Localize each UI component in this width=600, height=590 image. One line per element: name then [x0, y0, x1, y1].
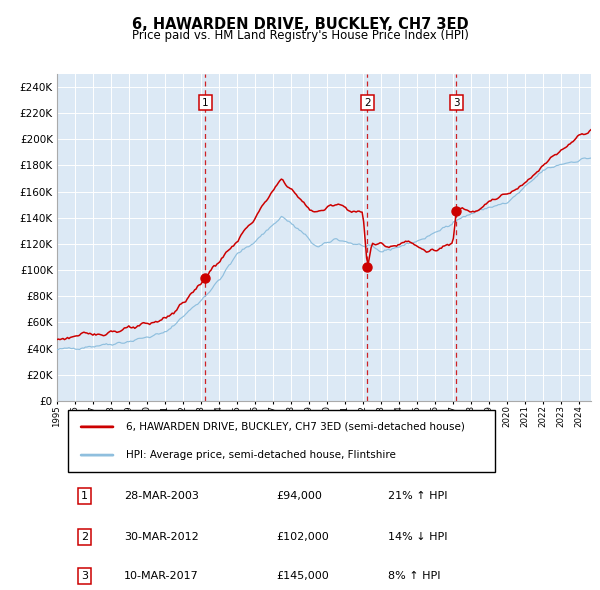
Text: 30-MAR-2012: 30-MAR-2012: [124, 532, 199, 542]
Text: £145,000: £145,000: [276, 571, 329, 581]
Text: £102,000: £102,000: [276, 532, 329, 542]
Text: HPI: Average price, semi-detached house, Flintshire: HPI: Average price, semi-detached house,…: [127, 450, 396, 460]
Text: 2: 2: [364, 97, 371, 107]
Text: 28-MAR-2003: 28-MAR-2003: [124, 491, 199, 501]
Text: 6, HAWARDEN DRIVE, BUCKLEY, CH7 3ED: 6, HAWARDEN DRIVE, BUCKLEY, CH7 3ED: [131, 17, 469, 31]
Text: 6, HAWARDEN DRIVE, BUCKLEY, CH7 3ED (semi-detached house): 6, HAWARDEN DRIVE, BUCKLEY, CH7 3ED (sem…: [127, 422, 465, 432]
Bar: [68, 410, 495, 471]
Text: 3: 3: [453, 97, 460, 107]
Text: 10-MAR-2017: 10-MAR-2017: [124, 571, 199, 581]
Text: £94,000: £94,000: [276, 491, 322, 501]
Text: 1: 1: [81, 491, 88, 501]
Text: 8% ↑ HPI: 8% ↑ HPI: [388, 571, 440, 581]
Text: 21% ↑ HPI: 21% ↑ HPI: [388, 491, 448, 501]
Text: Price paid vs. HM Land Registry's House Price Index (HPI): Price paid vs. HM Land Registry's House …: [131, 30, 469, 42]
Text: 14% ↓ HPI: 14% ↓ HPI: [388, 532, 448, 542]
Text: 1: 1: [202, 97, 209, 107]
Text: 3: 3: [81, 571, 88, 581]
Text: 2: 2: [81, 532, 88, 542]
